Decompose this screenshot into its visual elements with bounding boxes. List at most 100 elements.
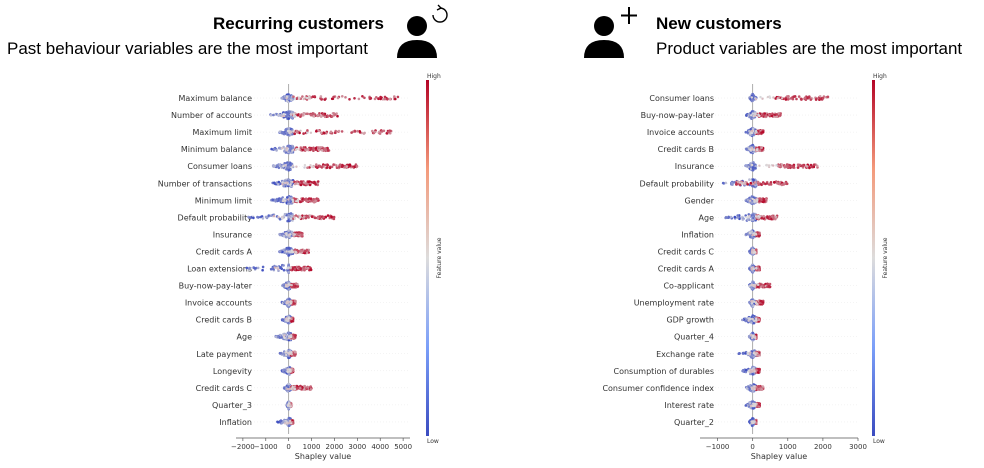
shap-point [272, 113, 275, 117]
shap-point [748, 178, 751, 181]
feature-label: Co-applicant [663, 282, 714, 291]
shap-point [309, 113, 313, 117]
shap-point [290, 317, 293, 321]
shap-point [330, 97, 334, 101]
x-tick-label: 3000 [348, 443, 366, 451]
shap-point [261, 268, 264, 272]
shap-point [751, 218, 754, 222]
shap-point [741, 218, 745, 221]
shap-point [745, 233, 748, 236]
shap-point [261, 217, 265, 220]
shap-point [809, 98, 813, 101]
shap-point [388, 97, 392, 101]
feature-label: Default probability [640, 179, 715, 188]
shap-point [287, 315, 290, 318]
shap-point [312, 115, 316, 118]
shap-point [811, 165, 814, 169]
shap-point [298, 216, 301, 220]
shap-point [287, 283, 290, 286]
shap-point [805, 165, 809, 168]
shap-point [298, 131, 301, 135]
shap-point [289, 183, 292, 186]
shap-point [760, 146, 763, 150]
shap-point [281, 200, 285, 203]
shap-point [751, 92, 754, 96]
shap-point [309, 146, 312, 150]
shap-point [336, 96, 340, 100]
shap-point [316, 113, 320, 117]
shap-point [751, 283, 754, 287]
feature-label: Credit cards A [658, 265, 715, 274]
shap-point [293, 387, 297, 391]
feature-label: GDP growth [666, 316, 714, 325]
shap-point [252, 216, 255, 220]
shap-point [363, 131, 366, 135]
shap-point [285, 353, 288, 357]
shap-point [749, 235, 752, 239]
shap-point [754, 131, 757, 135]
shap-point [288, 247, 291, 250]
shap-point [758, 197, 762, 200]
shap-point [287, 127, 291, 131]
shap-point [296, 249, 300, 253]
shap-point [754, 112, 757, 116]
shap-point [780, 163, 784, 166]
shap-point [316, 216, 320, 220]
shap-point [768, 215, 771, 218]
shap-point [302, 146, 306, 149]
shap-point [287, 382, 291, 386]
shap-point [768, 96, 772, 100]
shap-point [283, 212, 287, 216]
shap-point [736, 180, 740, 183]
shap-point [270, 147, 273, 151]
shap-point [300, 233, 304, 237]
shap-point [281, 318, 285, 321]
shap-point [289, 217, 293, 220]
shap-point [727, 216, 731, 219]
shap-point [752, 321, 756, 325]
shap-point [302, 267, 306, 271]
shap-point [755, 266, 758, 270]
shap-point [287, 317, 291, 320]
shap-point [277, 166, 281, 170]
shap-point [753, 166, 757, 170]
shap-point [291, 164, 295, 167]
shap-point [276, 421, 280, 424]
shap-point [729, 215, 733, 219]
shap-point [314, 199, 318, 203]
shap-point [323, 147, 327, 150]
shap-point [277, 180, 281, 184]
shap-point [306, 129, 309, 132]
shap-point [284, 283, 288, 286]
shap-point [290, 284, 293, 287]
shap-point [759, 95, 762, 99]
feature-label: Unemployment rate [634, 299, 714, 308]
shap-point [318, 146, 322, 149]
shap-point [767, 285, 771, 288]
shap-point [751, 300, 754, 303]
shap-point [288, 387, 291, 391]
shap-point [283, 251, 287, 254]
shap-point [826, 95, 830, 99]
shap-point [285, 421, 288, 424]
shap-point [281, 147, 284, 150]
shap-point [749, 232, 752, 235]
feature-label: Buy-now-pay-later [641, 111, 715, 120]
feature-label: Maximum balance [179, 94, 253, 103]
shap-point [271, 198, 275, 201]
shap-point [383, 97, 387, 101]
shap-point [353, 165, 356, 168]
shap-point [744, 164, 748, 168]
shap-point [324, 215, 328, 219]
shap-point [279, 182, 282, 185]
shap-point [287, 264, 291, 267]
shap-point [743, 183, 747, 186]
shap-point [332, 215, 336, 219]
colorbar [426, 80, 429, 436]
shap-point [775, 115, 778, 118]
shap-point [770, 217, 773, 221]
shap-point [273, 198, 277, 202]
x-tick-label: 2000 [326, 443, 344, 451]
shap-point [383, 95, 387, 99]
shap-point [281, 284, 284, 287]
